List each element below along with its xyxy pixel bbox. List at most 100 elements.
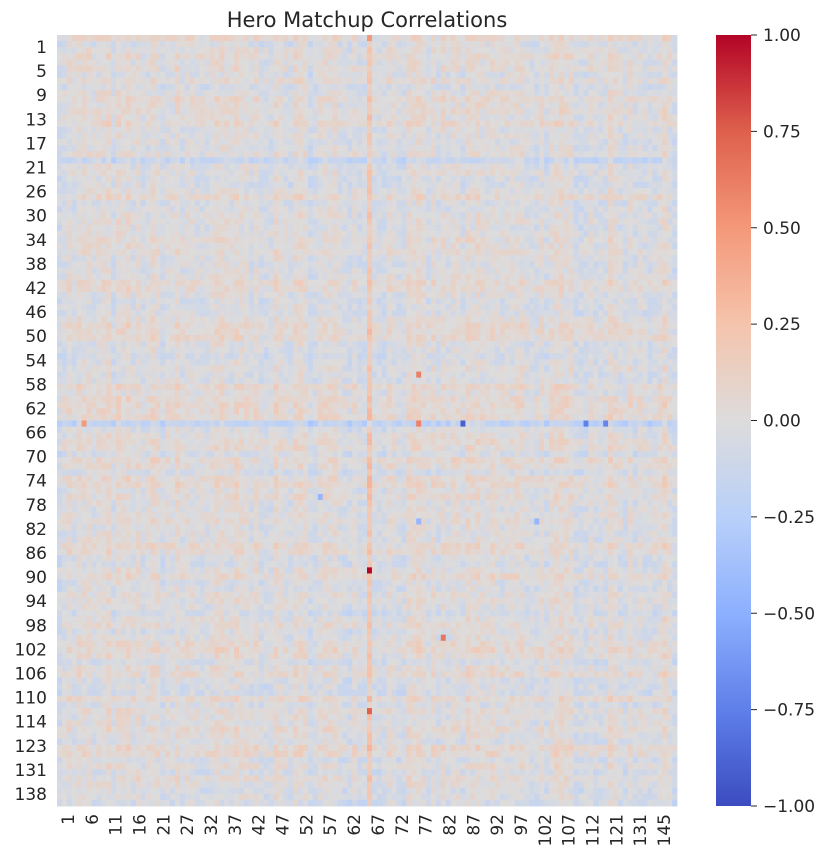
heatmap-cell xyxy=(224,255,230,262)
heatmap-cell xyxy=(293,169,299,177)
heatmap-cell xyxy=(455,35,461,42)
heatmap-cell xyxy=(376,65,383,73)
heatmap-cell xyxy=(544,53,550,60)
heatmap-cell xyxy=(445,102,452,109)
heatmap-cell xyxy=(490,35,496,42)
heatmap-cell xyxy=(214,53,220,60)
heatmap-cell xyxy=(248,53,255,60)
heatmap-cell xyxy=(485,261,491,268)
heatmap-cell xyxy=(307,157,314,164)
heatmap-cell xyxy=(563,120,570,128)
heatmap-cell xyxy=(396,96,402,103)
heatmap-cell xyxy=(307,126,314,134)
heatmap-cell xyxy=(125,59,132,66)
heatmap-cell xyxy=(130,151,137,158)
heatmap-cell xyxy=(76,212,82,219)
heatmap-cell xyxy=(125,35,132,42)
heatmap-cell xyxy=(258,230,265,238)
heatmap-cell xyxy=(470,267,476,275)
heatmap-cell xyxy=(519,96,525,103)
heatmap-cell xyxy=(662,108,668,115)
heatmap-cell xyxy=(401,139,407,146)
heatmap-cell xyxy=(470,102,476,109)
heatmap-cell xyxy=(96,169,102,177)
heatmap-cell xyxy=(544,206,550,213)
heatmap-cell xyxy=(357,206,363,213)
heatmap-cell xyxy=(273,206,279,213)
heatmap-cell xyxy=(667,206,673,213)
heatmap-cell xyxy=(509,218,516,226)
heatmap-cell xyxy=(347,47,353,54)
heatmap-cell xyxy=(160,200,166,207)
heatmap-cell xyxy=(170,267,176,275)
heatmap-cell xyxy=(273,261,279,268)
heatmap-cell xyxy=(657,163,663,171)
heatmap-cell xyxy=(622,194,629,201)
heatmap-cell xyxy=(327,261,333,268)
heatmap-cell xyxy=(243,255,250,262)
heatmap-cell xyxy=(613,212,619,219)
heatmap-cell xyxy=(91,261,97,268)
heatmap-cell xyxy=(283,267,289,275)
heatmap-cell xyxy=(406,157,412,164)
heatmap-cell xyxy=(224,90,230,97)
heatmap-cell xyxy=(71,59,78,66)
heatmap-cell xyxy=(490,218,496,226)
heatmap-cell xyxy=(381,236,388,244)
heatmap-cell xyxy=(558,194,565,201)
heatmap-cell xyxy=(588,194,594,201)
heatmap-cell xyxy=(184,212,191,219)
heatmap-cell xyxy=(219,77,225,85)
heatmap-cell xyxy=(130,41,137,48)
heatmap-cell xyxy=(81,102,87,109)
heatmap-cell xyxy=(86,255,92,262)
heatmap-cell xyxy=(214,243,220,250)
heatmap-cell xyxy=(460,181,466,189)
heatmap-cell xyxy=(455,175,461,183)
heatmap-cell xyxy=(529,41,535,48)
heatmap-cell xyxy=(416,218,422,226)
heatmap-cell xyxy=(352,59,358,66)
heatmap-cell xyxy=(549,200,555,207)
heatmap-cell xyxy=(86,267,92,275)
heatmap-cell xyxy=(652,145,658,152)
heatmap-cell xyxy=(549,163,555,171)
heatmap-cell xyxy=(170,169,176,177)
heatmap-cell xyxy=(283,261,289,268)
heatmap-cell xyxy=(125,77,132,85)
heatmap-cell xyxy=(66,261,73,268)
heatmap-cell xyxy=(81,41,87,48)
heatmap-cell xyxy=(514,200,520,207)
heatmap-cell xyxy=(534,145,540,152)
heatmap-cell xyxy=(312,83,319,91)
heatmap-cell xyxy=(563,132,570,140)
heatmap-cell xyxy=(135,108,142,115)
heatmap-cell xyxy=(229,230,235,238)
heatmap-cell xyxy=(155,255,161,262)
heatmap-cell xyxy=(170,139,176,146)
heatmap-cell xyxy=(588,59,594,66)
heatmap-cell xyxy=(219,96,225,103)
heatmap-cell xyxy=(76,230,82,238)
heatmap-cell xyxy=(125,181,132,189)
heatmap-cell xyxy=(391,187,397,195)
heatmap-cell xyxy=(371,96,378,103)
heatmap-cell xyxy=(224,41,230,48)
heatmap-cell xyxy=(563,139,570,146)
heatmap-cell xyxy=(416,139,422,146)
heatmap-cell xyxy=(283,102,289,109)
heatmap-cell xyxy=(381,108,388,115)
heatmap-cell xyxy=(672,187,678,195)
heatmap-cell xyxy=(184,236,191,244)
heatmap-cell xyxy=(298,243,304,250)
heatmap-cell xyxy=(184,194,191,201)
heatmap-cell xyxy=(558,218,565,226)
heatmap-cell xyxy=(357,108,363,115)
heatmap-cell xyxy=(357,77,363,85)
heatmap-cell xyxy=(327,200,333,207)
heatmap-cell xyxy=(406,145,412,152)
heatmap-cell xyxy=(465,236,471,244)
heatmap-cell xyxy=(524,206,530,213)
heatmap-cell xyxy=(130,120,137,128)
heatmap-cell xyxy=(57,169,63,177)
